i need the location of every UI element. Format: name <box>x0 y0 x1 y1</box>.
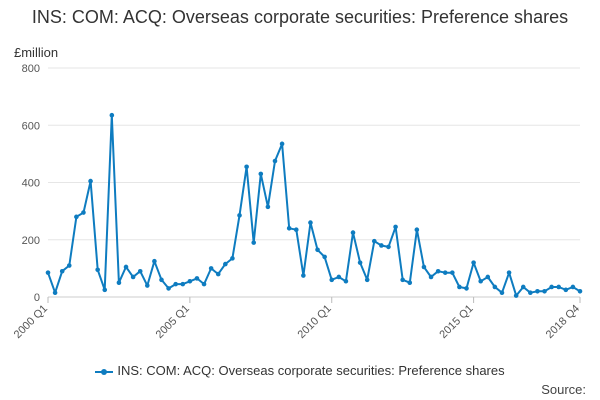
gridlines <box>48 67 580 298</box>
data-point[interactable] <box>251 240 257 245</box>
y-tick-label: 800 <box>22 63 40 75</box>
legend-swatch-icon <box>95 368 114 375</box>
x-axis: 2000 Q1 2005 Q1 2010 Q1 2015 Q1 2018 Q4 <box>12 297 582 341</box>
legend: INS: COM: ACQ: Overseas corporate securi… <box>0 363 600 378</box>
data-point[interactable] <box>535 288 540 294</box>
data-point[interactable] <box>102 287 108 293</box>
data-point[interactable] <box>464 286 469 291</box>
data-point[interactable] <box>137 268 143 274</box>
data-point[interactable] <box>513 293 519 298</box>
data-point[interactable] <box>308 220 313 225</box>
data-point[interactable] <box>45 270 51 275</box>
data-point[interactable] <box>371 238 377 244</box>
data-point[interactable] <box>357 260 363 265</box>
y-tick-label: 400 <box>22 178 40 190</box>
data-point[interactable] <box>563 287 569 293</box>
data-point[interactable] <box>450 270 455 275</box>
data-point[interactable] <box>201 281 207 287</box>
data-point[interactable] <box>215 271 221 277</box>
data-point[interactable] <box>492 284 498 290</box>
data-point[interactable] <box>457 284 462 290</box>
data-point[interactable] <box>343 278 349 284</box>
data-point[interactable] <box>471 260 476 265</box>
data-point[interactable] <box>542 288 547 294</box>
data-point[interactable] <box>293 227 299 233</box>
data-point[interactable] <box>549 284 554 290</box>
data-point[interactable] <box>329 277 335 283</box>
data-point[interactable] <box>428 274 434 280</box>
data-point[interactable] <box>322 254 327 260</box>
data-point[interactable] <box>123 264 129 270</box>
y-axis-label: £million <box>14 45 58 60</box>
data-point[interactable] <box>258 171 264 177</box>
data-point[interactable] <box>478 278 483 284</box>
y-tick-label: 200 <box>22 235 40 247</box>
data-point[interactable] <box>414 227 420 233</box>
data-point[interactable] <box>130 274 136 280</box>
data-point[interactable] <box>364 277 370 283</box>
data-point[interactable] <box>350 230 356 235</box>
data-point[interactable] <box>435 268 441 274</box>
y-tick-labels: 0 200 400 600 800 <box>22 63 40 304</box>
data-point[interactable] <box>421 264 427 270</box>
data-point[interactable] <box>59 268 65 274</box>
data-point[interactable] <box>109 112 115 118</box>
data-point[interactable] <box>301 273 306 278</box>
data-point[interactable] <box>194 276 200 281</box>
x-tick-label: 2000 Q1 <box>12 303 50 341</box>
data-point[interactable] <box>173 281 178 287</box>
data-point[interactable] <box>279 141 285 147</box>
data-point[interactable] <box>145 283 150 288</box>
data-point[interactable] <box>528 290 533 296</box>
data-point[interactable] <box>88 178 93 184</box>
series-line <box>47 114 581 297</box>
data-point[interactable] <box>400 277 405 283</box>
source-label: Source: <box>541 382 586 397</box>
x-tick-label: 2005 Q1 <box>154 303 192 341</box>
data-point[interactable] <box>520 284 526 290</box>
chart-title: INS: COM: ACQ: Overseas corporate securi… <box>0 6 600 28</box>
data-point[interactable] <box>166 286 171 291</box>
data-point[interactable] <box>223 261 228 267</box>
x-tick-label: 2018 Q4 <box>544 303 582 341</box>
data-point[interactable] <box>237 213 242 218</box>
data-point[interactable] <box>315 247 320 253</box>
data-point[interactable] <box>506 270 512 275</box>
data-point[interactable] <box>336 274 342 280</box>
x-tick-label: 2010 Q1 <box>296 303 334 341</box>
data-point[interactable] <box>180 281 186 287</box>
data-point[interactable] <box>74 214 79 220</box>
data-point[interactable] <box>81 210 86 215</box>
data-point[interactable] <box>386 244 391 250</box>
x-tick-label: 2015 Q1 <box>437 303 475 341</box>
data-point[interactable] <box>570 284 576 290</box>
data-point[interactable] <box>407 280 413 285</box>
data-point[interactable] <box>208 266 214 271</box>
data-point[interactable] <box>116 280 122 285</box>
chart-title-text: INS: COM: ACQ: Overseas corporate securi… <box>31 7 569 27</box>
data-point[interactable] <box>95 267 100 273</box>
data-point[interactable] <box>187 278 193 284</box>
y-tick-label: 0 <box>34 292 40 304</box>
legend-label: INS: COM: ACQ: Overseas corporate securi… <box>117 363 505 378</box>
data-point[interactable] <box>499 290 505 296</box>
data-point[interactable] <box>286 226 292 231</box>
data-point[interactable] <box>230 256 235 261</box>
y-tick-label: 600 <box>22 120 40 132</box>
data-point[interactable] <box>265 204 271 210</box>
data-point[interactable] <box>442 270 448 275</box>
data-point[interactable] <box>244 164 249 170</box>
data-point[interactable] <box>379 243 384 248</box>
data-point[interactable] <box>272 158 278 164</box>
data-point[interactable] <box>66 263 72 268</box>
series-layer <box>45 112 583 298</box>
data-point[interactable] <box>556 284 562 290</box>
data-point[interactable] <box>152 258 157 264</box>
data-point[interactable] <box>393 224 398 230</box>
data-point[interactable] <box>159 277 164 283</box>
data-point[interactable] <box>485 274 491 280</box>
data-point[interactable] <box>577 288 583 294</box>
data-point[interactable] <box>52 290 58 296</box>
